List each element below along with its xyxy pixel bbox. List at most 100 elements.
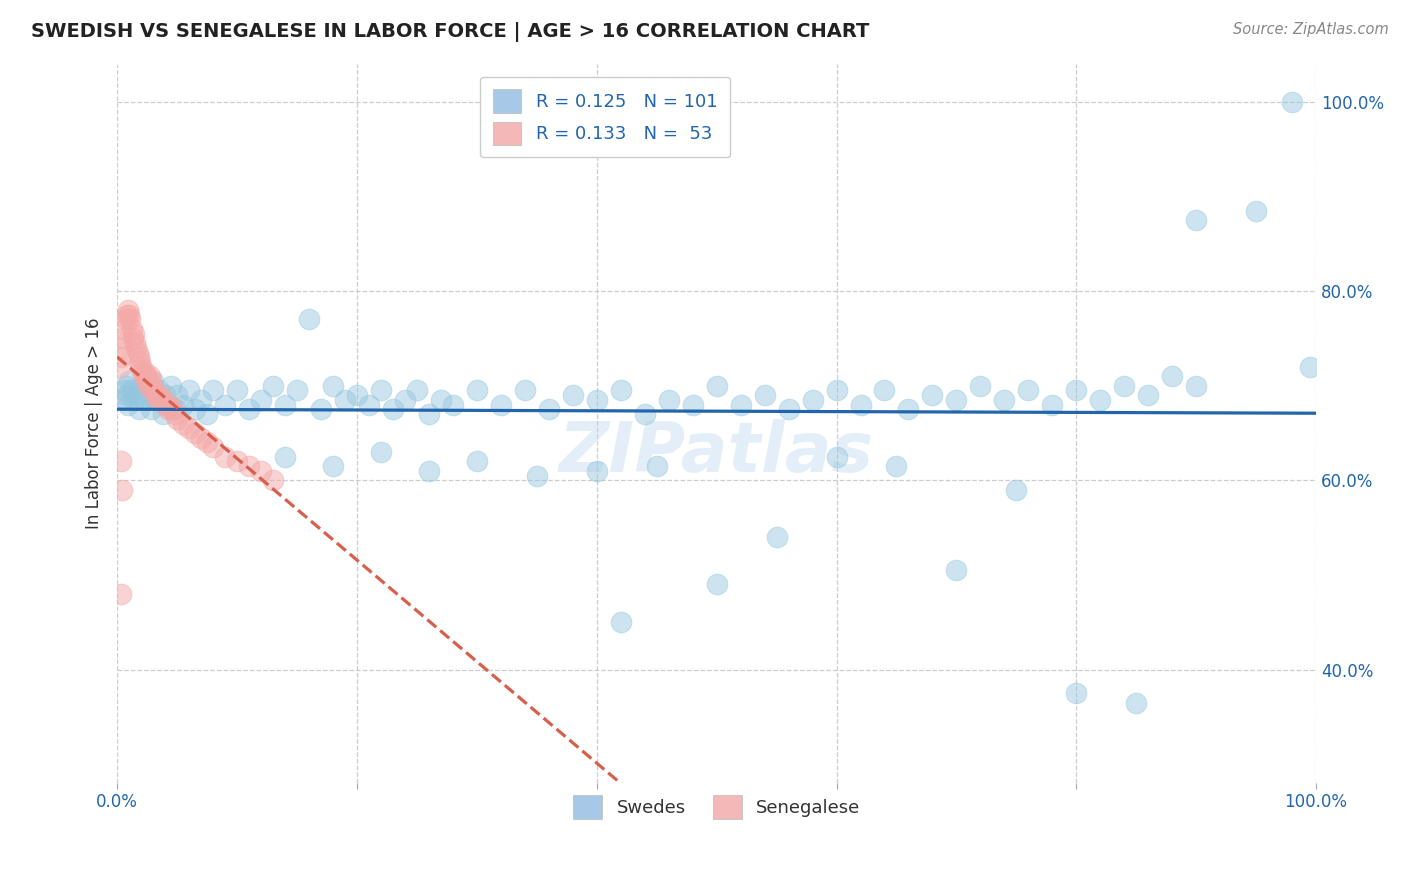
Point <box>128 402 150 417</box>
Point <box>121 331 143 345</box>
Point <box>430 392 453 407</box>
Point <box>125 341 148 355</box>
Point <box>346 388 368 402</box>
Point <box>1040 398 1063 412</box>
Point <box>897 402 920 417</box>
Point <box>195 407 218 421</box>
Point <box>682 398 704 412</box>
Point <box>489 398 512 412</box>
Point <box>561 388 583 402</box>
Point <box>357 398 380 412</box>
Point <box>125 388 148 402</box>
Point <box>112 384 135 398</box>
Point <box>1161 369 1184 384</box>
Point <box>111 341 134 355</box>
Point <box>609 384 631 398</box>
Point <box>993 392 1015 407</box>
Point <box>129 378 152 392</box>
Point <box>152 407 174 421</box>
Point <box>190 392 212 407</box>
Point <box>1005 483 1028 497</box>
Point <box>128 351 150 365</box>
Point <box>238 459 260 474</box>
Point <box>184 425 207 440</box>
Point <box>886 459 908 474</box>
Point <box>139 374 162 388</box>
Point <box>159 398 181 412</box>
Point <box>1066 384 1088 398</box>
Point <box>1244 203 1267 218</box>
Text: ZIPatlas: ZIPatlas <box>560 419 875 486</box>
Point <box>121 322 143 336</box>
Point <box>152 392 174 407</box>
Point <box>945 563 967 577</box>
Point <box>465 384 488 398</box>
Point <box>190 431 212 445</box>
Point <box>118 308 141 322</box>
Point <box>645 459 668 474</box>
Point <box>537 402 560 417</box>
Point <box>513 384 536 398</box>
Point <box>214 398 236 412</box>
Point <box>112 392 135 407</box>
Point <box>754 388 776 402</box>
Point <box>138 378 160 392</box>
Point <box>226 454 249 468</box>
Point <box>115 308 138 322</box>
Point <box>153 388 176 402</box>
Point <box>238 402 260 417</box>
Point <box>117 303 139 318</box>
Point <box>110 587 132 601</box>
Point <box>250 464 273 478</box>
Point <box>141 378 163 392</box>
Point <box>825 450 848 464</box>
Point <box>112 331 135 345</box>
Point <box>129 355 152 369</box>
Point <box>134 365 156 379</box>
Point <box>1185 378 1208 392</box>
Point <box>156 402 179 417</box>
Legend: Swedes, Senegalese: Swedes, Senegalese <box>565 789 868 826</box>
Point <box>250 392 273 407</box>
Point <box>179 421 201 435</box>
Point <box>172 398 194 412</box>
Point <box>706 378 728 392</box>
Point <box>849 398 872 412</box>
Point <box>142 374 165 388</box>
Point <box>163 407 186 421</box>
Point <box>136 384 159 398</box>
Point <box>285 384 308 398</box>
Point <box>172 417 194 431</box>
Point <box>145 388 167 402</box>
Point <box>1125 696 1147 710</box>
Point <box>122 392 145 407</box>
Point <box>153 398 176 412</box>
Point <box>166 412 188 426</box>
Point <box>148 384 170 398</box>
Point <box>110 454 132 468</box>
Point <box>145 392 167 407</box>
Point <box>149 388 172 402</box>
Point <box>801 392 824 407</box>
Point <box>179 384 201 398</box>
Point <box>111 483 134 497</box>
Point <box>406 384 429 398</box>
Point <box>765 530 787 544</box>
Point <box>132 392 155 407</box>
Point <box>274 450 297 464</box>
Point <box>609 615 631 630</box>
Point <box>1299 359 1322 374</box>
Point <box>202 440 225 454</box>
Point <box>214 450 236 464</box>
Point <box>441 398 464 412</box>
Point <box>526 468 548 483</box>
Point <box>873 384 896 398</box>
Point <box>131 365 153 379</box>
Point <box>322 378 344 392</box>
Point <box>127 345 149 359</box>
Point <box>202 384 225 398</box>
Point <box>274 398 297 412</box>
Point <box>226 384 249 398</box>
Point <box>146 392 169 407</box>
Point <box>162 402 184 417</box>
